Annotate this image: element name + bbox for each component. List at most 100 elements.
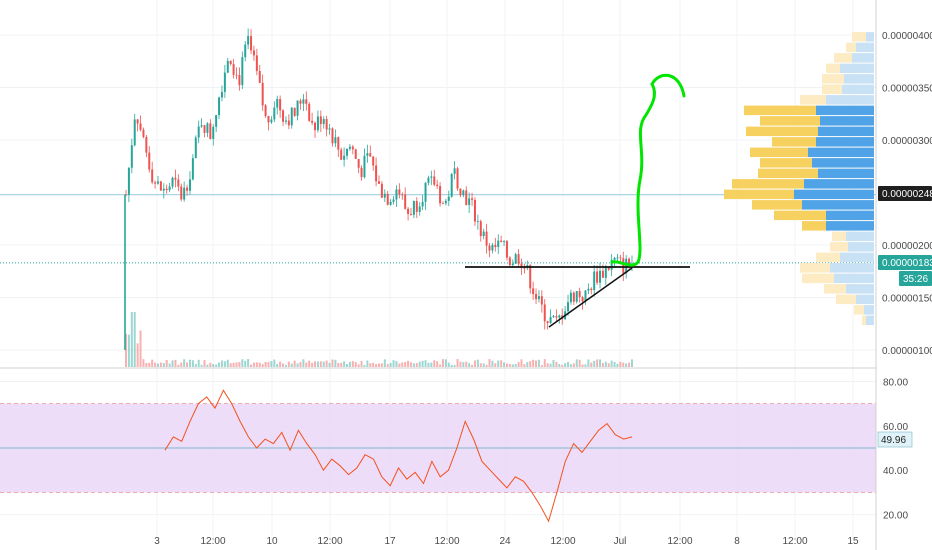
candle-body — [197, 126, 200, 138]
volume-bar — [334, 359, 337, 367]
candle-body — [511, 263, 514, 266]
volume-bar — [601, 362, 604, 367]
volume-bar — [267, 361, 270, 367]
candle-body — [220, 91, 223, 98]
candle-body — [537, 296, 540, 300]
candlesticks — [124, 28, 633, 350]
candle-body — [532, 288, 535, 295]
candle-body — [314, 122, 317, 131]
candle-body — [354, 149, 357, 159]
volume-bar — [232, 362, 235, 367]
candle-body — [465, 190, 468, 206]
volume-bar — [514, 364, 517, 367]
volume-bar — [191, 360, 194, 367]
volume-bar — [500, 360, 503, 367]
candle-body — [264, 105, 267, 117]
candle-body — [622, 258, 625, 274]
volume-bar — [476, 359, 479, 367]
volume-profile-up-bar — [826, 95, 874, 105]
volume-bar — [625, 363, 628, 367]
candle-body — [441, 203, 444, 205]
candle-body — [223, 72, 226, 92]
volume-bar — [395, 360, 398, 367]
candle-body — [337, 137, 340, 150]
candle-body — [625, 258, 628, 274]
price-axis[interactable]: 0.00000400 0.00000350 0.00000300 0.00000200… — [882, 31, 932, 357]
volume-bar — [479, 363, 482, 367]
volume-profile-up-bar — [842, 84, 874, 95]
time-axis-tick: 12:00 — [434, 536, 459, 547]
rsi-axis[interactable]: 80.00 60.00 40.00 20.00 — [883, 377, 908, 521]
candle-body — [238, 74, 241, 86]
volume-bar — [279, 361, 282, 367]
rsi-pane — [0, 389, 876, 523]
volume-bar — [578, 359, 581, 367]
volume-bar — [203, 360, 206, 367]
time-axis[interactable]: 3 12:00 10 12:00 17 12:00 24 12:00 Jul 12:00 8 12:0… — [154, 536, 859, 547]
volume-bar — [526, 362, 529, 367]
candle-body — [279, 99, 282, 111]
projection-arrow-drawing[interactable] — [610, 73, 686, 267]
candle-body — [340, 149, 343, 160]
volume-bar — [261, 364, 264, 367]
candle-body — [322, 119, 325, 124]
candle-body — [203, 125, 206, 133]
rising-trendline[interactable] — [548, 267, 633, 328]
volume-profile-down-bar — [824, 284, 846, 294]
candle-body — [177, 179, 180, 187]
candle-body — [191, 158, 194, 180]
volume-profile-down-bar — [774, 210, 826, 221]
countdown-label: 35:26 — [903, 274, 928, 285]
candle-body — [343, 155, 346, 160]
candle-body — [433, 176, 436, 185]
volume-bar — [200, 364, 203, 367]
volume-profile-up-bar — [840, 252, 874, 263]
rsi-axis-tick: 20.00 — [883, 511, 908, 522]
volume-bar — [468, 363, 471, 367]
candle-body — [535, 294, 538, 300]
volume-bar — [631, 359, 633, 367]
volume-profile-up-bar — [848, 242, 874, 252]
volume-bar — [543, 359, 546, 367]
candle-body — [369, 153, 372, 157]
volume-bar — [264, 361, 267, 367]
volume-bar — [459, 361, 462, 367]
candle-body — [430, 176, 433, 178]
volume-profile-down-bar — [862, 315, 866, 326]
volume-bar — [485, 364, 488, 367]
volume-bar — [593, 360, 596, 367]
candle-body — [599, 270, 602, 283]
candle-body — [497, 240, 500, 247]
volume-bar — [508, 363, 511, 367]
candle-body — [151, 169, 154, 183]
volume-bar — [319, 361, 322, 367]
candle-body — [302, 99, 305, 104]
volume-bar — [372, 362, 375, 367]
volume-bar — [174, 359, 177, 367]
candle-body — [136, 119, 139, 124]
candle-body — [503, 241, 506, 243]
drawing-annotations[interactable] — [465, 73, 690, 328]
volume-bar — [436, 361, 439, 367]
candle-body — [162, 188, 165, 191]
candle-body — [380, 183, 383, 198]
volume-bar — [151, 359, 154, 367]
volume-profile-down-bar — [724, 189, 794, 200]
volume-bar — [142, 359, 145, 367]
volume-profile-down-bar — [822, 74, 844, 84]
volume-bar — [308, 360, 311, 367]
volume-bar — [238, 362, 241, 367]
volume-bar — [322, 361, 325, 367]
volume-profile-up-bar — [846, 231, 874, 242]
volume-bar — [520, 359, 523, 367]
time-axis-tick: 12:00 — [782, 536, 807, 547]
volume-bar — [441, 359, 444, 367]
candle-body — [447, 196, 450, 201]
volume-bar — [488, 359, 491, 367]
candle-body — [395, 189, 398, 200]
volume-profile-up-bar — [846, 284, 874, 294]
candle-body — [372, 156, 375, 166]
candle-body — [206, 123, 209, 133]
volume-profile-down-bar — [760, 116, 820, 126]
